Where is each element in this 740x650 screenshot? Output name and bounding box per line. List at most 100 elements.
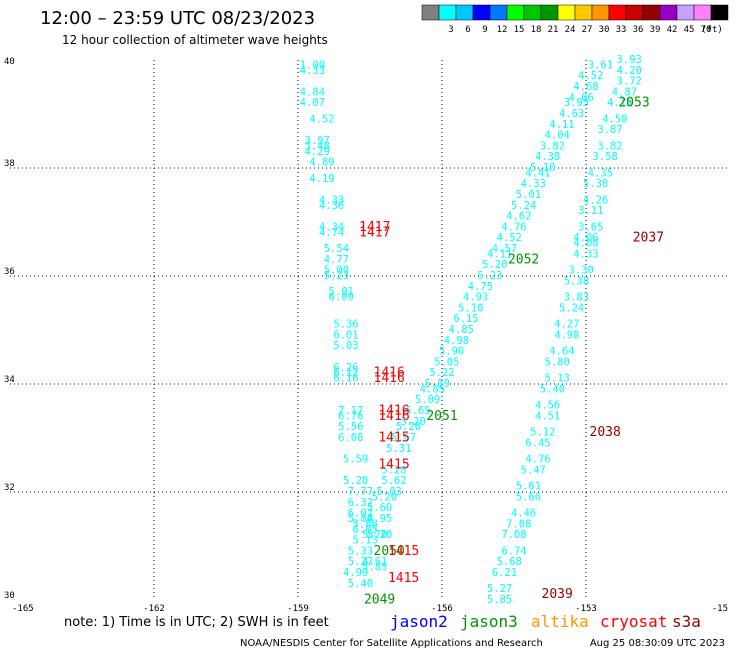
wave-height-label: 3.61 [588,59,613,71]
wave-height-label: 4.33 [300,65,325,77]
wave-height-label: 6.12 [333,367,358,379]
x-tick-label: -156 [431,604,453,614]
wave-height-label: 5.40 [540,383,565,395]
y-axis-ticks: 30 32 34 36 38 40 [4,57,15,601]
wave-height-label: 4.64 [549,346,574,358]
wave-height-label: 4.04 [545,130,570,142]
colorbar: 3 6 9 12 15 18 21 24 27 30 33 36 39 42 45 70 [421,4,729,35]
wave-height-label: 5.56 [338,421,363,433]
footer-timestamp: Aug 25 08:30:09 UTC 2023 [590,638,725,649]
wave-height-label: 5.20 [396,421,421,433]
wave-height-label: 5.62 [381,475,406,487]
wave-height-label: 4.98 [444,335,469,347]
wave-height-label: 5.67 [391,432,416,444]
colorbar-swatch [591,4,610,21]
wave-height-label: 4.76 [525,454,550,466]
wave-height-label: 5.22 [429,367,454,379]
wave-height-label: 5.80 [545,356,570,368]
wave-height-label: 6.76 [338,410,363,422]
wave-height-label: 5.01 [329,286,354,298]
colorbar-swatch [625,4,644,21]
wave-height-label: 4.34 [319,221,344,233]
pass-label: 2037 [633,231,664,246]
colorbar-unit: (ft) [701,25,723,35]
wave-height-label: 5.85 [487,594,512,606]
pass-label: 1416 [374,366,405,381]
y-tick-label: 32 [4,483,15,493]
colorbar-swatch [693,4,712,21]
wave-height-label: 4.52 [578,70,603,82]
wave-height-label: 3.48 [305,140,330,152]
wave-height-label: 5.20 [401,416,426,428]
wave-height-label: 4.06 [573,232,598,244]
pass-label: 2052 [508,252,539,267]
wave-height-label: 5.40 [348,578,373,590]
wave-height-label: 6.15 [453,313,478,325]
x-tick-label: -165 [12,604,34,614]
colorbar-swatch [472,4,491,21]
wave-height-label: 5.03 [377,486,402,498]
wave-height-label: 4.63 [559,108,584,120]
colorbar-label: 45 [684,25,695,35]
wave-height-label: 5.70 [362,529,387,541]
wave-height-label: 3.83 [564,292,589,304]
wave-height-label: 3.82 [597,140,622,152]
y-tick-label: 34 [4,375,15,385]
wave-height-label: 4.46 [511,508,536,520]
colorbar-swatch [659,4,678,21]
colorbar-label: 70 [701,25,712,35]
x-tick-label: -153 [575,604,597,614]
wave-height-label: 5.10 [458,302,483,314]
wave-height-label: 4.58 [602,113,627,125]
colorbar-swatch [489,4,508,21]
colorbar-label: 42 [667,25,678,35]
wave-height-label: 5.68 [497,556,522,568]
wave-height-label: 5.10 [530,162,555,174]
wave-height-label: 5.05 [434,356,459,368]
wave-height-label: 4.29 [305,146,330,158]
wave-height-label: 6.02 [348,508,373,520]
wave-height-label: 5.90 [439,346,464,358]
wave-height-label: 5.38 [564,275,589,287]
wave-height-label: 4.52 [497,232,522,244]
wave-height-label: 4.61 [362,556,387,568]
wave-height-label: 5.01 [516,189,541,201]
pass-label: 1417 [359,225,390,240]
pass-label: 1416 [378,409,409,424]
colorbar-label: 27 [582,25,593,35]
wave-height-label: 3.65 [578,221,603,233]
wave-height-label: 4.26 [583,194,608,206]
wave-height-label: 5.61 [516,481,541,493]
legend-item-jason2: jason2 [390,612,448,631]
wave-height-label: 5.20 [482,259,507,271]
wave-height-label: 4.99 [343,567,368,579]
legend-item-jason3: jason3 [460,612,518,631]
wave-height-label: 4.87 [612,86,637,98]
wave-height-label: 5.54 [324,243,349,255]
colorbar-swatch [642,4,661,21]
wave-height-label: 4.35 [588,167,613,179]
satellite-legend: jason2 jason3 altika cryosat s3a [390,612,701,631]
pass-labels: 2052 2053 2051 2050 2049 2037 2038 2039 14171417… [359,96,664,608]
wave-height-label: 4.51 [535,410,560,422]
colorbar-label: 21 [548,25,559,35]
pass-label: 2049 [364,593,395,608]
pass-label: 2038 [590,425,621,440]
colorbar-swatch [574,4,593,21]
y-tick-label: 40 [4,57,15,67]
wave-height-label: 4.08 [573,238,598,250]
wave-height-label: 3.11 [578,205,603,217]
wave-height-label: 7.08 [506,518,531,530]
wave-height-label: 1.00 [300,59,325,71]
pass-label: 2051 [426,409,457,424]
wave-height-label: 4.36 [319,200,344,212]
wave-height-label: 4.68 [573,81,598,93]
wave-height-label: 6.01 [333,329,358,341]
y-tick-label: 30 [4,591,15,601]
wave-height-label: 3.97 [305,135,330,147]
wave-height-label: 4.11 [549,119,574,131]
footer-note: note: 1) Time is in UTC; 2) SWH is in fe… [64,615,329,630]
y-tick-label: 36 [4,267,15,277]
wave-height-label: 4.11 [487,248,512,260]
